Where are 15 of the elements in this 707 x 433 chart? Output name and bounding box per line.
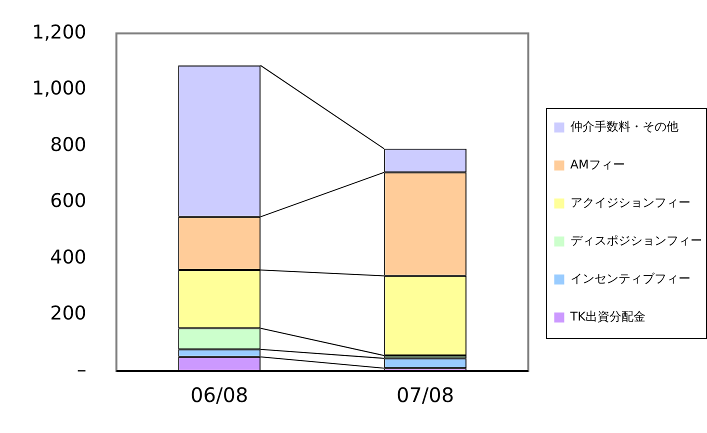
legend-label: TK出資分配金 [569, 310, 646, 324]
legend-label: 仲介手数料・その他 [570, 120, 678, 134]
y-tick-label: 800 [50, 134, 86, 156]
y-tick-label: 1,200 [32, 21, 86, 44]
y-tick-label: 600 [50, 190, 86, 212]
legend-label: アクイジションフィー [570, 196, 690, 210]
x-tick-label: 06/08 [190, 383, 248, 408]
legend-label: AMフィー [570, 158, 625, 172]
y-tick-label: 1,000 [32, 78, 86, 100]
legend-label: インセンティブフィー [570, 272, 690, 286]
y-tick-label: 400 [50, 246, 86, 268]
y-tick-label: – [76, 358, 86, 381]
legend-label: ディスポジションフィー [570, 234, 702, 248]
x-tick-label: 07/08 [396, 383, 454, 408]
y-tick-label: 200 [50, 302, 86, 325]
